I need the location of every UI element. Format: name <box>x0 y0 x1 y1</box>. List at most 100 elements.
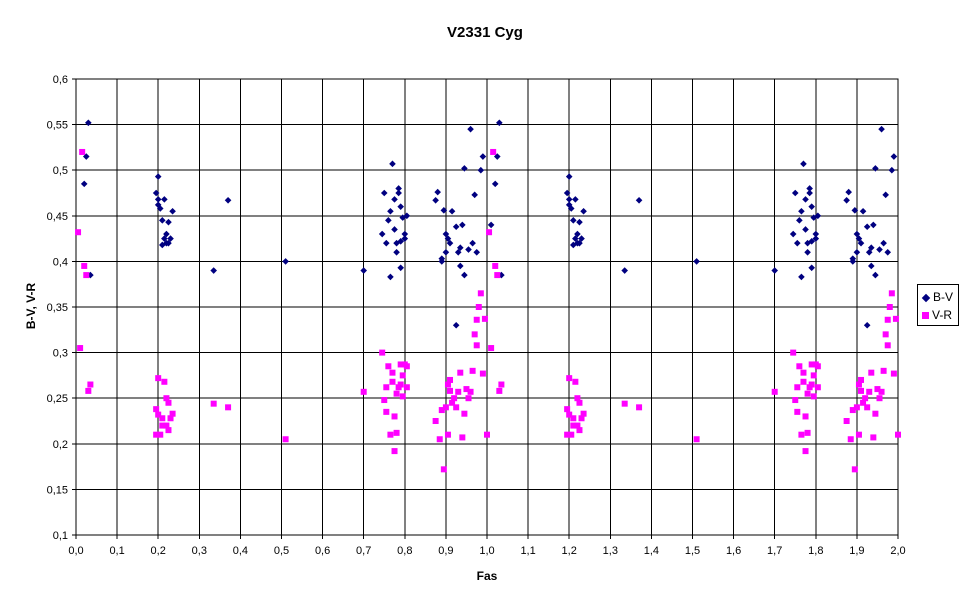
data-point-vr <box>864 404 871 411</box>
data-point-bv <box>567 205 575 212</box>
data-point-vr <box>463 386 470 393</box>
square-marker-icon <box>922 312 929 320</box>
data-point-bv <box>814 212 822 220</box>
data-point-vr <box>77 345 84 352</box>
data-point-vr <box>890 370 897 377</box>
data-point-bv <box>387 273 394 281</box>
data-point-bv <box>385 217 392 224</box>
data-point-vr <box>153 431 160 438</box>
data-point-vr <box>568 431 575 438</box>
data-point-vr <box>399 372 406 379</box>
data-point-vr <box>895 431 901 438</box>
x-tick-label: 1,2 <box>562 545 577 557</box>
data-markers <box>75 119 901 473</box>
data-point-vr <box>161 378 168 385</box>
data-point-bv <box>459 221 466 229</box>
data-point-vr <box>440 466 447 473</box>
data-point-bv <box>401 230 409 238</box>
x-tick-label: 1,7 <box>767 545 782 557</box>
data-point-vr <box>570 415 577 422</box>
data-point-bv <box>224 196 232 204</box>
data-point-bv <box>210 267 217 274</box>
data-point-bv <box>808 264 815 272</box>
data-point-vr <box>884 342 891 349</box>
data-point-bv <box>863 321 871 329</box>
legend: B-V V-R <box>917 284 959 326</box>
data-point-bv <box>393 239 400 247</box>
x-axis-ticks: 0,0 0,1 0,2 0,3 0,4 0,5 0,6 0,7 0,8 0,9 1,0 1,1 1,2 1… <box>68 535 906 557</box>
data-point-vr <box>383 408 390 415</box>
data-point-bv <box>393 248 400 256</box>
data-point-bv <box>465 246 472 253</box>
data-point-bv <box>794 239 801 247</box>
data-point-bv <box>397 203 404 210</box>
data-point-vr <box>282 436 289 443</box>
data-point-vr <box>447 376 454 383</box>
data-point-bv <box>454 248 462 256</box>
x-tick-label: 0,7 <box>356 545 371 557</box>
data-point-bv <box>467 125 474 133</box>
data-point-vr <box>403 363 410 370</box>
data-point-vr <box>444 431 451 438</box>
data-point-bv <box>383 239 390 247</box>
data-point-vr <box>580 410 587 417</box>
data-point-bv <box>159 217 166 224</box>
data-point-bv <box>360 267 367 274</box>
data-point-vr <box>494 272 501 279</box>
data-point-vr <box>693 436 700 443</box>
x-tick-label: 1,8 <box>808 545 823 557</box>
data-point-vr <box>884 316 891 323</box>
data-point-bv <box>395 189 402 197</box>
data-point-vr <box>621 400 628 407</box>
y-axis-ticks: 0,1 0,15 0,2 0,25 0,3 0,35 0,4 0,45 0,5 0,55 0,6 <box>47 74 76 542</box>
data-point-vr <box>397 381 404 388</box>
data-point-bv <box>85 119 92 127</box>
x-tick-label: 0,4 <box>233 545 248 557</box>
data-point-vr <box>157 431 164 438</box>
data-point-vr <box>880 367 887 374</box>
data-point-vr <box>461 410 468 417</box>
data-point-bv <box>440 207 448 214</box>
data-point-bv <box>156 205 164 212</box>
data-point-bv <box>165 239 172 247</box>
data-point-vr <box>455 388 462 395</box>
data-point-bv <box>693 258 700 265</box>
x-tick-label: 0,5 <box>274 545 289 557</box>
data-point-vr <box>75 229 82 236</box>
data-point-vr <box>804 390 811 397</box>
data-point-bv <box>888 166 896 174</box>
data-point-bv <box>163 230 170 238</box>
series-b-v <box>80 119 898 329</box>
data-point-bv <box>452 321 460 329</box>
data-point-bv <box>403 212 411 220</box>
data-point-vr <box>858 376 865 383</box>
data-point-bv <box>865 248 873 256</box>
y-tick-label: 0,25 <box>47 393 68 405</box>
data-point-bv <box>808 203 815 210</box>
data-point-vr <box>814 384 821 391</box>
x-tick-label: 0,0 <box>68 545 83 557</box>
data-point-bv <box>853 248 861 256</box>
data-point-vr <box>459 434 466 441</box>
data-point-bv <box>161 235 168 242</box>
data-point-bv <box>452 223 460 231</box>
data-point-bv <box>570 217 577 224</box>
data-point-bv <box>863 223 871 231</box>
data-point-vr <box>798 431 805 438</box>
data-point-vr <box>484 431 490 438</box>
data-point-vr <box>444 381 451 388</box>
data-point-bv <box>798 207 805 215</box>
data-point-vr <box>163 395 170 402</box>
data-point-vr <box>479 370 486 377</box>
data-point-vr <box>496 387 503 394</box>
data-point-bv <box>82 153 90 160</box>
data-point-bv <box>771 267 778 274</box>
data-point-vr <box>432 418 439 424</box>
legend-item-bv: B-V <box>921 289 953 305</box>
data-point-vr <box>360 388 367 395</box>
data-point-vr <box>469 367 476 374</box>
x-tick-label: 0,6 <box>315 545 330 557</box>
data-point-vr <box>804 429 811 436</box>
data-point-vr <box>570 422 577 429</box>
data-point-bv <box>432 196 439 204</box>
